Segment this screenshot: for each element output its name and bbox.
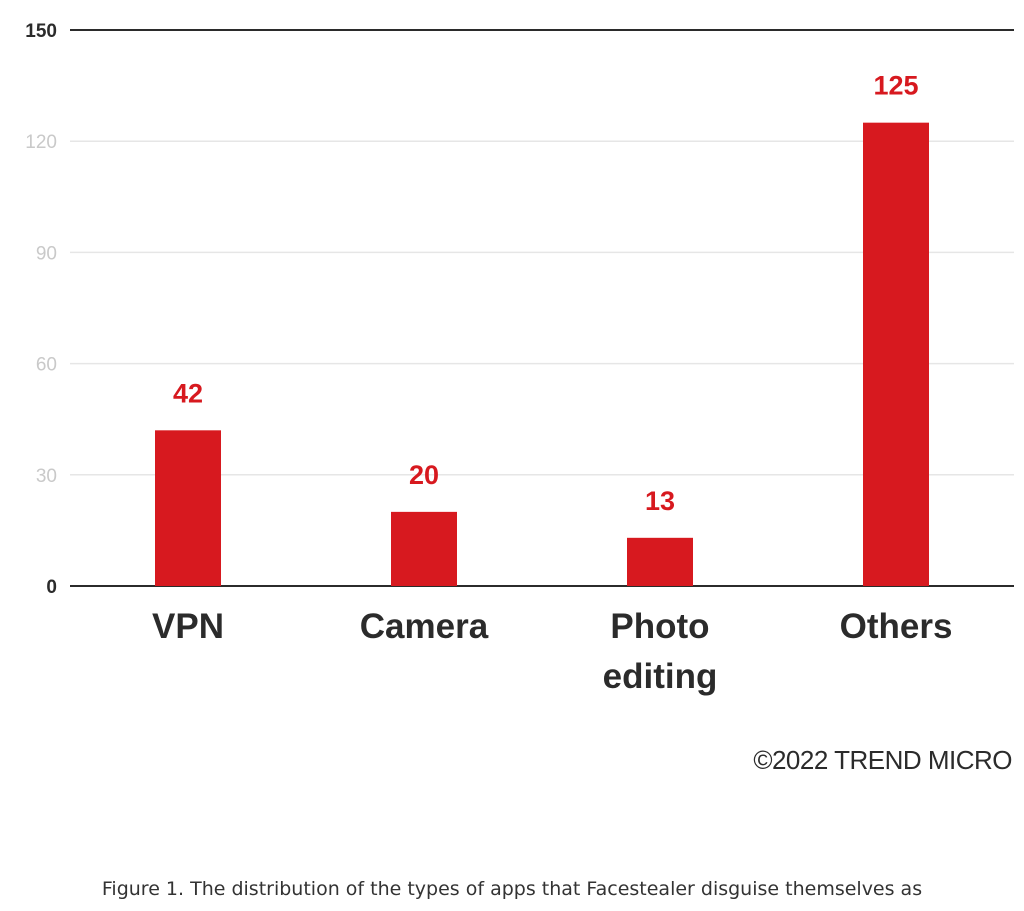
bar-value-label: 42 xyxy=(173,378,203,408)
x-category-label: VPN xyxy=(152,607,224,646)
x-category-label: Camera xyxy=(360,607,489,646)
bar-value-label: 20 xyxy=(409,460,439,490)
bars xyxy=(155,122,929,587)
y-tick-label: 60 xyxy=(36,355,57,376)
x-axis-categories: VPN Camera Photo editing Others xyxy=(152,607,952,696)
bar xyxy=(155,430,221,586)
bar-value-label: 125 xyxy=(873,71,918,101)
bar-value-label: 13 xyxy=(645,486,675,516)
y-tick-label: 120 xyxy=(25,132,57,153)
y-axis-ticks: 0 30 60 90 120 150 xyxy=(25,21,57,598)
x-category-label: Others xyxy=(840,607,953,646)
y-tick-label: 0 xyxy=(46,577,57,598)
value-labels: 42 20 13 125 xyxy=(173,71,919,516)
y-tick-label: 30 xyxy=(36,466,57,487)
copyright-notice: ©2022 TREND MICRO xyxy=(753,745,1012,775)
x-category-label: Photo editing xyxy=(603,607,718,696)
figure-caption: Figure 1. The distribution of the types … xyxy=(101,878,923,900)
bar xyxy=(627,537,693,586)
y-tick-label: 90 xyxy=(36,243,57,264)
bar xyxy=(863,122,929,587)
grid-lines xyxy=(70,29,1014,587)
bar xyxy=(391,511,457,586)
y-tick-label: 150 xyxy=(25,21,57,42)
